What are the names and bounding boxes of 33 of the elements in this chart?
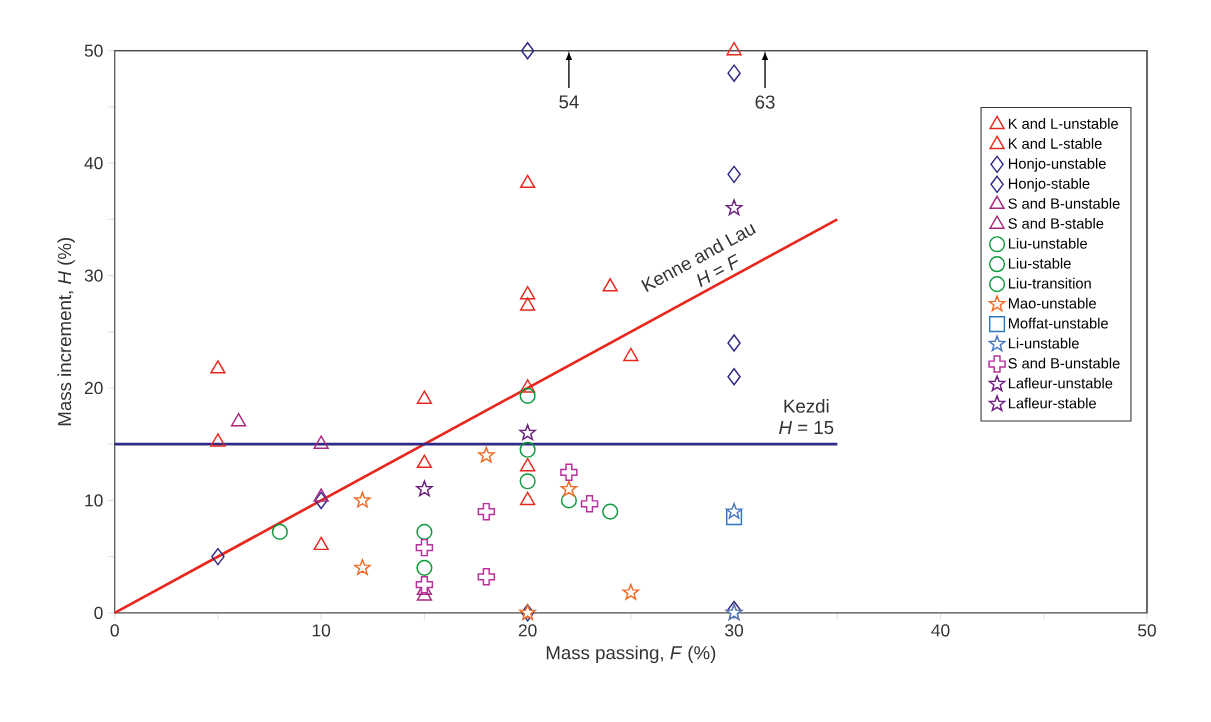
legend-label: Liu-transition	[1008, 277, 1091, 289]
legend-label: Lafleur-unstable	[1008, 377, 1113, 389]
legend-label: S and B-unstable	[1008, 197, 1120, 209]
x-tick-label: 10	[312, 624, 331, 637]
legend-label: Li-unstable	[1008, 337, 1079, 349]
annotation: 54	[559, 95, 579, 109]
annotation: 63	[755, 95, 775, 109]
y-tick-label: 30	[84, 269, 103, 282]
x-axis-title: Mass passing, F (%)	[546, 645, 716, 663]
legend-label: Mao-unstable	[1008, 297, 1096, 309]
x-tick-label: 40	[931, 624, 950, 637]
legend-label: Liu-unstable	[1008, 237, 1087, 249]
y-axis-title: Mass increment, H (%)	[57, 237, 75, 426]
x-tick-label: 30	[725, 624, 744, 637]
legend-label: Moffat-unstable	[1008, 317, 1108, 329]
legend-label: S and B-stable	[1008, 217, 1104, 229]
y-tick-label: 50	[84, 44, 103, 57]
x-tick-label: 0	[110, 624, 119, 637]
ref-line-label: Kezdi	[784, 398, 829, 413]
x-tick-label: 50	[1138, 624, 1156, 637]
legend-label: Lafleur-stable	[1008, 397, 1096, 409]
legend-label: Liu-stable	[1008, 257, 1071, 269]
y-tick-label: 40	[84, 156, 103, 170]
legend-label: Honjo-unstable	[1008, 157, 1106, 172]
legend-label: S and B-unstable	[1008, 357, 1120, 369]
annotation: H = 15	[779, 421, 834, 435]
y-tick-label: 10	[85, 494, 103, 507]
y-tick-label: 20	[84, 381, 103, 395]
x-tick-label: 20	[518, 624, 537, 637]
y-tick-label: 0	[94, 606, 103, 619]
legend-label: Honjo-stable	[1008, 177, 1090, 192]
legend-label: K and L-unstable	[1008, 118, 1118, 129]
legend-label: K and L-stable	[1008, 137, 1102, 149]
